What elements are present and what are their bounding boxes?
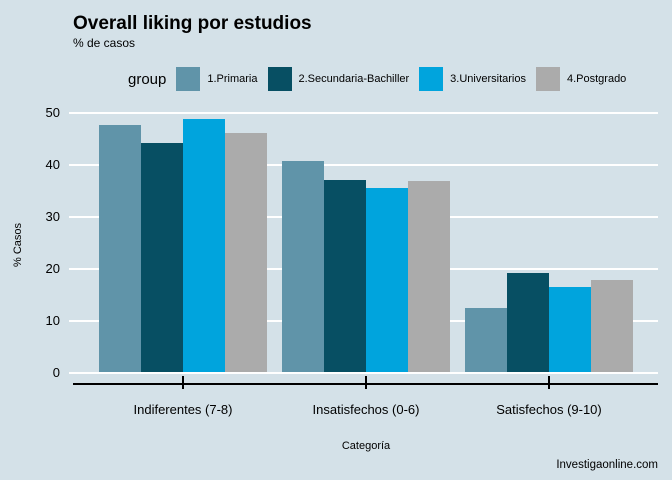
legend-item-1: 1.Primaria [176, 67, 258, 91]
legend-label-1: 1.Primaria [207, 73, 258, 85]
legend-swatch-3 [419, 67, 444, 91]
legend-label-4: 4.Postgrado [566, 73, 627, 85]
legend-item-3: 3.Universitarios [419, 67, 526, 91]
bar-2-secundaria-bachiller-cat3 [507, 273, 549, 372]
x-tick-2 [365, 376, 367, 389]
y-tick-label-30: 30 [45, 209, 60, 224]
bar-1-primaria-cat1 [99, 125, 141, 372]
x-tick-3 [548, 376, 550, 389]
bar-1-primaria-cat3 [465, 308, 507, 372]
x-axis-line [73, 383, 658, 385]
y-tick-label-20: 20 [45, 261, 60, 276]
bar-3-universitarios-cat1 [183, 119, 225, 372]
bar-3-universitarios-cat2 [366, 188, 408, 372]
legend-swatch-1 [176, 67, 201, 91]
watermark: Investigaonline.com [556, 459, 658, 471]
gridline-50 [69, 112, 658, 114]
y-tick-label-0: 0 [52, 365, 60, 380]
bar-4-postgrado-cat1 [225, 132, 267, 372]
bar-1-primaria-cat2 [282, 161, 324, 372]
bar-2-secundaria-bachiller-cat1 [141, 143, 183, 372]
bar-4-postgrado-cat3 [591, 280, 633, 372]
y-tick-label-10: 10 [45, 313, 60, 328]
chart-title: Overall liking por estudios [73, 13, 312, 34]
bar-3-universitarios-cat3 [549, 286, 591, 372]
x-axis-title: Categoría [341, 440, 391, 452]
x-category-label-1: Indiferentes (7-8) [133, 402, 233, 417]
chart-subtitle: % de casos [73, 36, 136, 50]
y-tick-label-40: 40 [45, 157, 60, 172]
gridline-0 [69, 372, 658, 374]
legend-label-2: 2.Secundaria-Bachiller [298, 73, 410, 85]
bar-2-secundaria-bachiller-cat2 [324, 179, 366, 372]
gridline-40 [69, 164, 658, 166]
legend-swatch-4 [535, 67, 560, 91]
x-category-label-2: Insatisfechos (0-6) [312, 402, 420, 417]
bar-4-postgrado-cat2 [408, 181, 450, 372]
x-category-label-3: Satisfechos (9-10) [496, 402, 602, 417]
legend-title: group [128, 70, 167, 88]
legend-item-4: 4.Postgrado [535, 67, 627, 91]
x-tick-1 [182, 376, 184, 389]
legend-swatch-2 [267, 67, 292, 91]
y-tick-label-50: 50 [45, 105, 60, 120]
plot-area [69, 112, 658, 389]
legend-item-2: 2.Secundaria-Bachiller [267, 67, 410, 91]
legend-label-3: 3.Universitarios [450, 73, 526, 85]
legend: group 1.Primaria 2.Secundaria-Bachiller 3.… [128, 67, 626, 91]
